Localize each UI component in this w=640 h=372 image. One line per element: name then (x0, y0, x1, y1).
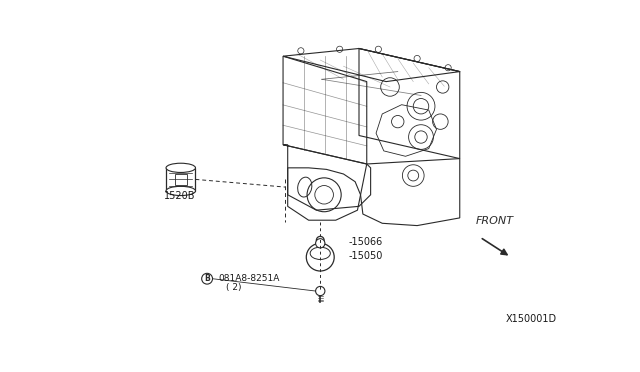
Text: FRONT: FRONT (476, 217, 513, 226)
Text: -15050: -15050 (348, 251, 383, 262)
Ellipse shape (166, 163, 195, 173)
Bar (175, 174, 187, 185)
Text: B: B (204, 274, 210, 283)
Circle shape (202, 273, 212, 284)
Text: 1520B: 1520B (164, 190, 195, 201)
Text: 081A8-8251A: 081A8-8251A (218, 274, 279, 283)
Circle shape (316, 286, 325, 296)
Ellipse shape (166, 186, 195, 196)
Text: X150001D: X150001D (506, 314, 557, 324)
Text: ( 2): ( 2) (226, 283, 241, 292)
Circle shape (316, 239, 325, 248)
Text: -15066: -15066 (348, 237, 383, 247)
Circle shape (316, 236, 324, 244)
Bar (166, 168, 195, 191)
Circle shape (307, 243, 334, 271)
